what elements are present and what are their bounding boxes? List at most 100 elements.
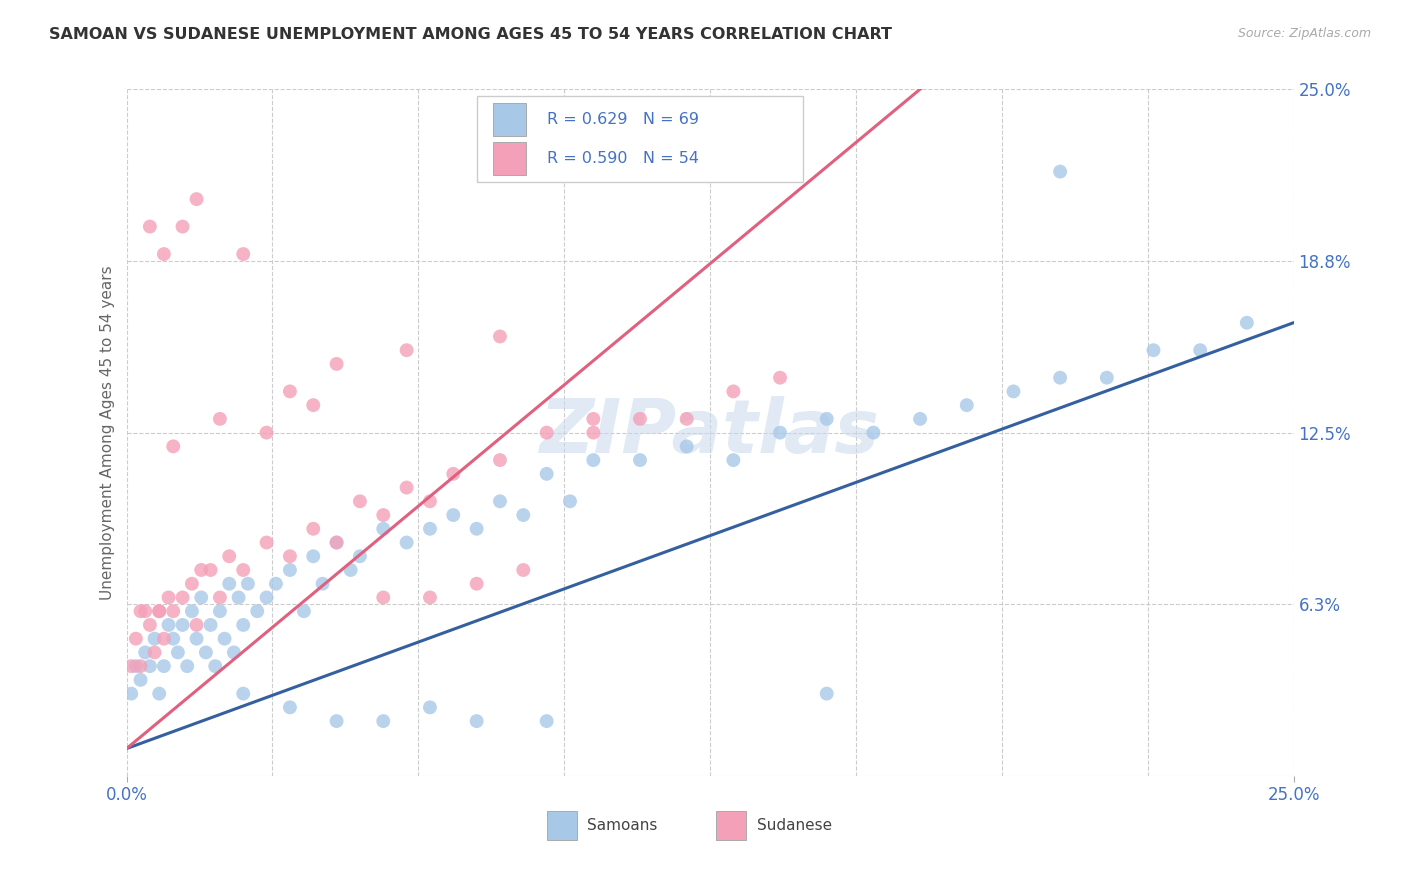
- Point: [256, 425, 278, 440]
- Point: [628, 453, 651, 467]
- Point: [172, 219, 194, 234]
- Point: [489, 453, 512, 467]
- Point: [129, 659, 152, 673]
- Text: R = 0.590   N = 54: R = 0.590 N = 54: [547, 151, 699, 166]
- Point: [1049, 164, 1071, 178]
- Point: [143, 632, 166, 646]
- Point: [723, 453, 745, 467]
- Point: [325, 357, 347, 371]
- Point: [176, 659, 198, 673]
- Point: [349, 549, 371, 564]
- Point: [536, 425, 558, 440]
- Point: [325, 714, 347, 728]
- Point: [232, 618, 254, 632]
- Point: [200, 618, 222, 632]
- Point: [148, 604, 170, 618]
- Point: [208, 591, 231, 605]
- Point: [180, 576, 202, 591]
- Point: [125, 632, 148, 646]
- Point: [769, 370, 792, 384]
- Point: [120, 687, 142, 701]
- Point: [208, 604, 231, 618]
- Point: [395, 343, 418, 358]
- Point: [139, 618, 162, 632]
- Point: [373, 591, 395, 605]
- FancyBboxPatch shape: [547, 811, 576, 840]
- Point: [232, 563, 254, 577]
- Point: [120, 659, 142, 673]
- Point: [628, 412, 651, 426]
- Text: Source: ZipAtlas.com: Source: ZipAtlas.com: [1237, 27, 1371, 40]
- Point: [157, 591, 180, 605]
- Point: [302, 398, 325, 412]
- Point: [186, 192, 208, 206]
- Point: [129, 604, 152, 618]
- Point: [1002, 384, 1025, 399]
- FancyBboxPatch shape: [716, 811, 747, 840]
- Point: [441, 467, 464, 481]
- Point: [558, 494, 581, 508]
- Point: [1049, 370, 1071, 384]
- Point: [723, 384, 745, 399]
- Point: [162, 604, 184, 618]
- Point: [228, 591, 250, 605]
- Point: [162, 439, 184, 453]
- Point: [278, 563, 301, 577]
- Text: R = 0.629   N = 69: R = 0.629 N = 69: [547, 112, 699, 128]
- Point: [256, 535, 278, 549]
- Point: [180, 604, 202, 618]
- Point: [815, 412, 838, 426]
- Point: [204, 659, 226, 673]
- Point: [489, 329, 512, 343]
- Point: [278, 384, 301, 399]
- Point: [908, 412, 931, 426]
- Point: [373, 522, 395, 536]
- Point: [675, 439, 697, 453]
- Point: [465, 576, 488, 591]
- Point: [373, 714, 395, 728]
- Point: [675, 412, 697, 426]
- Point: [134, 645, 156, 659]
- Point: [236, 576, 259, 591]
- Point: [325, 535, 347, 549]
- Y-axis label: Unemployment Among Ages 45 to 54 years: Unemployment Among Ages 45 to 54 years: [100, 265, 115, 600]
- Point: [582, 453, 605, 467]
- Point: [512, 508, 534, 522]
- Point: [862, 425, 884, 440]
- Point: [246, 604, 269, 618]
- Point: [256, 591, 278, 605]
- Point: [419, 700, 441, 714]
- Point: [190, 591, 212, 605]
- Point: [139, 219, 162, 234]
- Point: [129, 673, 152, 687]
- Point: [419, 591, 441, 605]
- Point: [395, 481, 418, 495]
- Point: [311, 576, 333, 591]
- Point: [582, 425, 605, 440]
- Point: [536, 714, 558, 728]
- Point: [1189, 343, 1212, 358]
- Point: [582, 412, 605, 426]
- Point: [222, 645, 245, 659]
- Text: ZIPatlas: ZIPatlas: [540, 396, 880, 469]
- Point: [148, 604, 170, 618]
- Point: [232, 247, 254, 261]
- Point: [153, 659, 176, 673]
- Point: [1236, 316, 1258, 330]
- Point: [302, 522, 325, 536]
- Point: [186, 618, 208, 632]
- Point: [167, 645, 190, 659]
- Point: [278, 549, 301, 564]
- Text: Samoans: Samoans: [588, 818, 658, 833]
- Point: [373, 508, 395, 522]
- Point: [208, 412, 231, 426]
- Point: [194, 645, 217, 659]
- Point: [134, 604, 156, 618]
- Point: [489, 494, 512, 508]
- Point: [232, 687, 254, 701]
- Point: [143, 645, 166, 659]
- Point: [536, 467, 558, 481]
- Point: [190, 563, 212, 577]
- Point: [172, 618, 194, 632]
- Point: [419, 522, 441, 536]
